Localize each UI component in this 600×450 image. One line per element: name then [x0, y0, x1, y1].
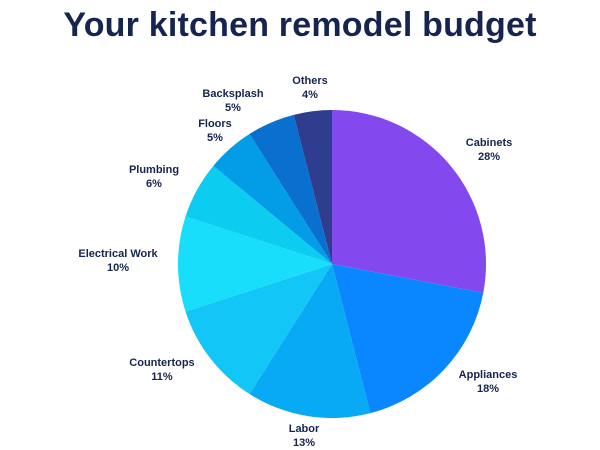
slice-percent-label: 11%	[151, 371, 173, 383]
slice-label-floors: Floors 5%	[198, 118, 232, 144]
pie-slice-electrical-work	[178, 216, 332, 312]
slice-label-appliances: Appliances 18%	[459, 369, 518, 395]
slice-category-label: Electrical Work	[78, 248, 158, 260]
pie-slice-cabinets	[332, 110, 486, 293]
slice-category-label: Appliances	[459, 369, 518, 381]
slice-label-electrical-work: Electrical Work 10%	[78, 248, 158, 274]
pie-slice-plumbing	[185, 165, 332, 264]
slice-category-label: Cabinets	[466, 137, 512, 149]
pie-slice-countertops	[185, 264, 332, 395]
slice-percent-label: 28%	[478, 151, 500, 163]
slice-percent-label: 4%	[302, 89, 318, 101]
slice-category-label: Backsplash	[202, 88, 263, 100]
slice-percent-label: 5%	[207, 132, 223, 144]
pie-slice-others	[293, 110, 332, 264]
pie-labels: Cabinets 28% Appliances 18% Labor 13% Countert…	[78, 75, 517, 449]
slice-label-countertops: Countertops 11%	[129, 357, 194, 383]
slice-category-label: Plumbing	[129, 164, 179, 176]
slice-percent-label: 18%	[477, 383, 499, 395]
slice-percent-label: 5%	[225, 102, 241, 114]
slice-category-label: Labor	[289, 423, 320, 435]
chart-title: Your kitchen remodel budget	[63, 6, 537, 44]
pie-slice-backsplash	[249, 114, 332, 264]
slice-label-backsplash: Backsplash 5%	[202, 88, 263, 114]
slice-percent-label: 10%	[107, 262, 129, 274]
slice-category-label: Others	[292, 75, 327, 87]
slice-percent-label: 13%	[293, 437, 315, 449]
slice-label-cabinets: Cabinets 28%	[466, 137, 512, 163]
pie-slices	[178, 110, 486, 419]
slice-label-others: Others 4%	[292, 75, 327, 101]
slice-percent-label: 6%	[146, 178, 162, 190]
pie-slice-labor	[249, 264, 371, 419]
pie-slice-appliances	[332, 264, 484, 414]
slice-category-label: Floors	[198, 118, 232, 130]
slice-label-plumbing: Plumbing 6%	[129, 164, 179, 190]
slice-category-label: Countertops	[129, 357, 194, 369]
pie-slice-floors	[213, 133, 332, 264]
slice-label-labor: Labor 13%	[289, 423, 320, 449]
